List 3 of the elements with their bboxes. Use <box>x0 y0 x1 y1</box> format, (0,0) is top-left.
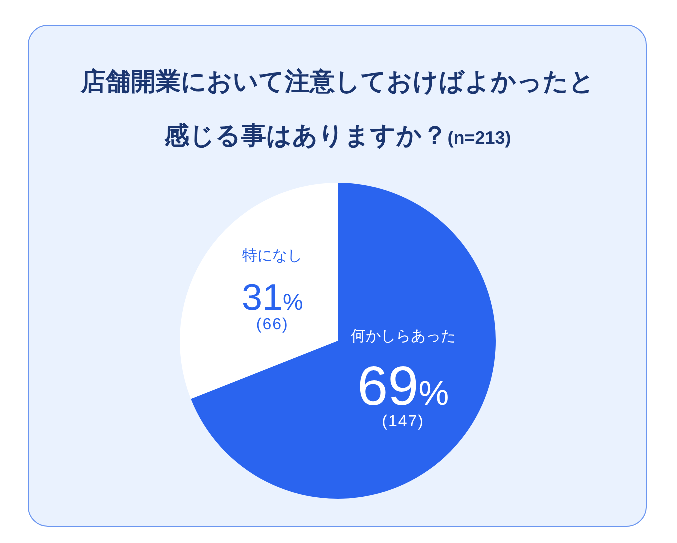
slice-label: 何かしらあった 69% (147) <box>350 328 456 431</box>
slice-label: 特になし 31% (66) <box>242 248 304 334</box>
chart-subtitle: (n=213) <box>448 128 512 148</box>
